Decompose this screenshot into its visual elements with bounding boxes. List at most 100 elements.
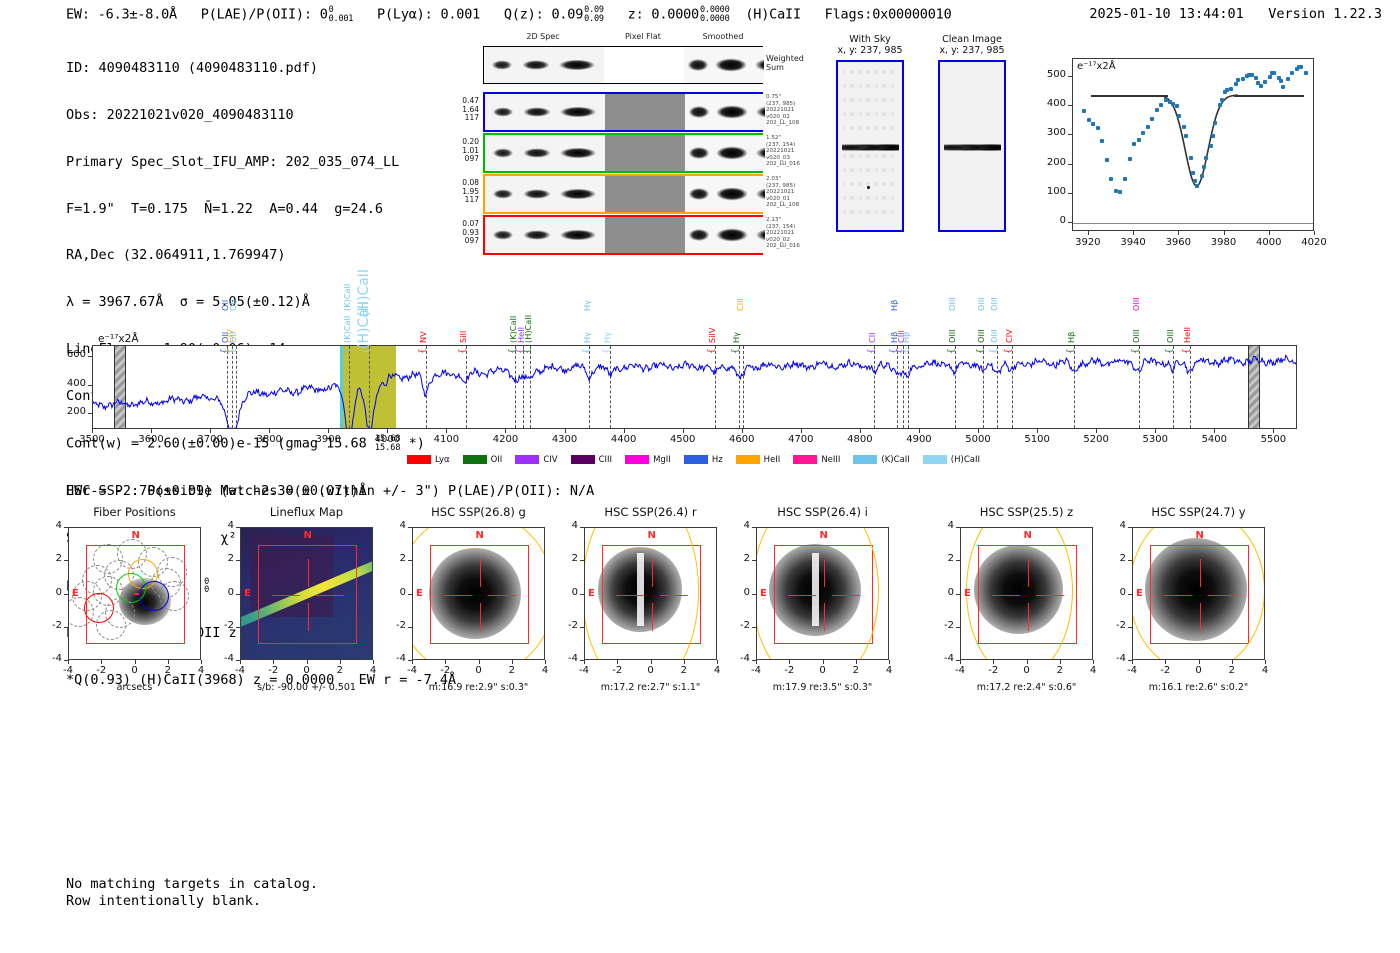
spectrum-line-marker-19 (954, 346, 956, 428)
spectrum-xticklabel-12: 4700 (788, 434, 814, 445)
hsc-yticklabel-3-0: -4 (568, 653, 578, 664)
spectrum-line-marker-20 (983, 346, 985, 428)
spectrum-line-brace-24: { (900, 348, 911, 354)
spectrum-masked-band-0 (113, 346, 127, 428)
hsc-xtick-3-3 (683, 660, 685, 664)
hsc-panel-title-1: Lineflux Map (269, 505, 344, 519)
hsc-yticklabel-6-4: 4 (1119, 520, 1126, 531)
line-fit-point-3 (1095, 126, 1100, 131)
hsc-xticklabel-3-1: -2 (612, 665, 623, 676)
hsc-ytick-4-1 (752, 626, 756, 628)
spectrum-ytick-1 (88, 384, 92, 386)
hsc-crosshair-left-2 (443, 594, 472, 596)
hsc-ytick-0-4 (64, 527, 68, 528)
line-fit-point-59 (1297, 64, 1302, 69)
sky-residual-row-3 (843, 112, 897, 116)
hsc-crosshair-bottom-6 (1199, 602, 1201, 631)
spectrum-legend-label-1: OII (490, 454, 503, 465)
info-q-line: *Q(0.93) (H)CaII(3968) z = 0.0000 EW r =… (66, 671, 457, 688)
line-fit-point-16 (1154, 107, 1159, 112)
line-fit-point-35 (1218, 102, 1222, 107)
hsc-xtick-6-4 (1265, 660, 1266, 664)
hsc-xtick-6-0 (1132, 660, 1133, 664)
fit-ytick-0 (1068, 222, 1072, 224)
header-plya: P(Lyα): 0.001 (377, 6, 481, 23)
spectrum-legend-swatch-0 (407, 455, 432, 464)
header-line-id: (H)CaII (745, 6, 801, 23)
hsc-yticklabel-2-4: 4 (399, 520, 406, 531)
hsc-yticklabel-2-0: -4 (396, 653, 406, 664)
line-fit-axes: e⁻¹⁷x2Å (1072, 58, 1314, 231)
spectrum-legend-swatch-2 (515, 455, 540, 464)
spectrum-legend-swatch-3 (570, 455, 595, 464)
hsc-crosshair-top-6 (1199, 558, 1201, 587)
hsc-crosshair-bottom-3 (651, 602, 653, 631)
hsc-xticklabel-4-3: 2 (852, 665, 859, 676)
spectrum-line-marker-22 (1011, 346, 1013, 428)
spectrum-line-label-19: CIII (735, 298, 746, 311)
spectrum-line-marker-25 (1172, 346, 1174, 428)
spectrum-legend-label-0: Lyα (435, 454, 450, 465)
line-fit-point-8 (1118, 189, 1123, 194)
hsc-xtick-1-1 (273, 660, 275, 664)
hsc-crosshair-left-6 (1163, 594, 1192, 596)
hsc-ytick-4-0 (752, 660, 756, 661)
spectrum-xticklabel-13: 4800 (847, 434, 873, 445)
spectrum-xtick-10 (682, 429, 684, 433)
hsc-yellow-ellipse-5 (966, 528, 1073, 659)
sky-residual-row-1 (843, 84, 897, 88)
hsc-ytick-2-0 (408, 660, 412, 661)
line-fit-point-24 (1184, 134, 1189, 139)
hsc-xtick-0-3 (167, 660, 169, 664)
line-fit-point-30 (1202, 164, 1207, 169)
spectrum-line-label-24: Hβ (900, 331, 911, 343)
spectrum-legend-item-5: Hz (683, 455, 723, 465)
fit-xtick-5 (1314, 231, 1315, 235)
spectrum-xtick-19 (1214, 429, 1216, 433)
spectrum-line-marker-15 (874, 346, 876, 428)
spectrum-xtick-4 (328, 429, 330, 433)
line-fit-point-48 (1258, 83, 1263, 88)
line-fit-point-12 (1136, 137, 1141, 142)
hsc-crosshair-top-1 (307, 558, 309, 587)
twod-row-values-3: 0.07 0.93 097 (462, 219, 479, 246)
spectrum-line-marker-14 (742, 346, 744, 428)
hsc-north-label-1: N (303, 530, 312, 541)
spectrum-legend-item-3: CIII (570, 455, 612, 465)
line-fit-point-25 (1188, 156, 1193, 161)
hsc-xticklabel-3-4: 4 (713, 665, 721, 676)
spectrum-line-label-27: OIII (975, 297, 986, 311)
hsc-xtick-2-1 (445, 660, 447, 664)
hsc-xticklabel-4-0: -4 (751, 665, 761, 676)
twod-fiber-strip-0 (483, 92, 765, 132)
spectrum-masked-band-1 (1247, 346, 1260, 428)
spectrum-legend-item-9: (H)CaII (922, 455, 980, 465)
line-fit-point-41 (1236, 78, 1241, 83)
twod-smoothed-2 (685, 176, 765, 212)
hsc-xticklabel-6-4: 4 (1261, 665, 1269, 676)
line-fit-point-10 (1127, 157, 1132, 162)
hsc-xticklabel-1-3: 2 (336, 665, 343, 676)
hsc-yticklabel-4-4: 4 (743, 520, 750, 531)
hsc-north-label-0: N (131, 530, 140, 541)
hsc-yticklabel-5-1: -2 (944, 619, 954, 631)
twod-ws-smoothed (684, 47, 764, 83)
line-fit-point-31 (1204, 156, 1209, 161)
header-qz-label: Q(z): 0.09 (503, 6, 584, 23)
line-fit-point-11 (1132, 142, 1137, 147)
spectrum-xtick-15 (978, 429, 980, 433)
hsc-xtick-5-1 (993, 660, 995, 664)
spectrum-line-marker-10 (589, 346, 591, 428)
spectrum-line-label-34: OIII (1131, 329, 1141, 343)
spectrum-line-label-16: Hγ (602, 331, 613, 343)
spectrum-line-label-28: OIII (975, 329, 986, 343)
spectrum-line-marker-5 (425, 346, 427, 428)
hsc-ytick-6-0 (1128, 660, 1132, 661)
line-fit-point-1 (1086, 117, 1091, 122)
hsc-xticklabel-2-4: 4 (541, 665, 549, 676)
spectrum-legend-swatch-6 (735, 455, 760, 464)
hsc-north-label-4: N (819, 530, 828, 541)
hsc-yticklabel-0-3: 2 (55, 553, 62, 565)
fit-xticklabel-5: 4020 (1301, 237, 1327, 248)
